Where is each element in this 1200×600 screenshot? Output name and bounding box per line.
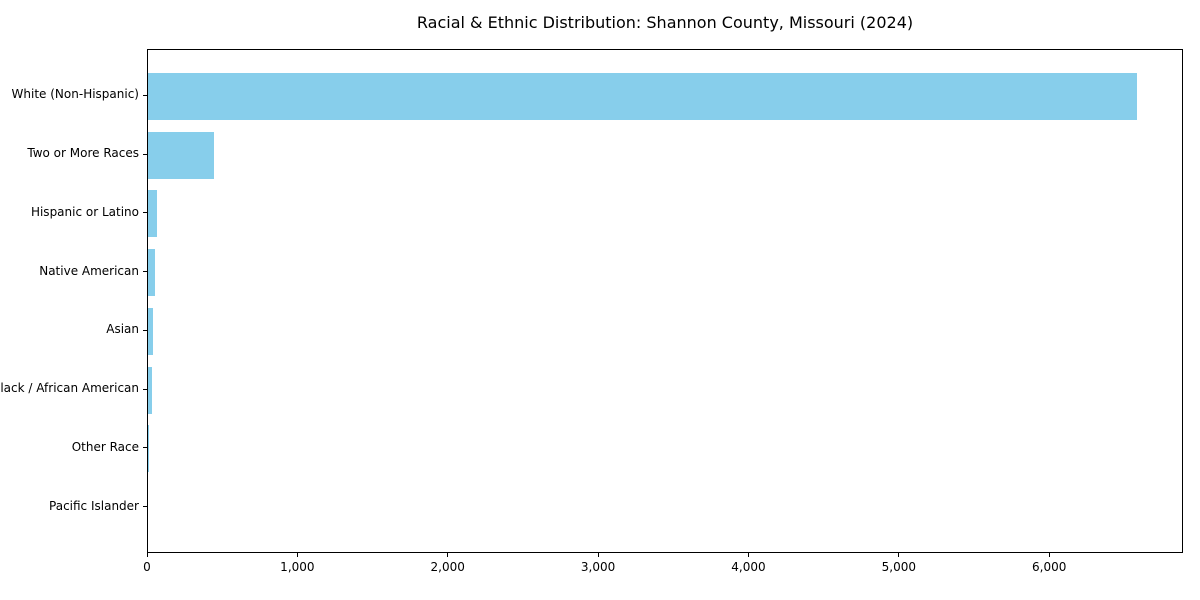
- x-tick-mark: [447, 553, 449, 557]
- x-tick-mark: [747, 553, 749, 557]
- bar-asian: [148, 307, 154, 355]
- x-tick-mark: [1048, 553, 1050, 557]
- y-tick-label: Pacific Islander: [49, 498, 139, 513]
- y-tick-mark: [143, 271, 147, 273]
- x-tick-label: 5,000: [881, 560, 916, 574]
- bar-black-african-american: [148, 366, 152, 414]
- y-tick-label: Native American: [39, 263, 139, 278]
- x-tick-label: 4,000: [731, 560, 766, 574]
- y-tick-label: Other Race: [71, 439, 139, 454]
- bar-hispanic-or-latino: [148, 190, 158, 238]
- y-tick-mark: [143, 329, 147, 331]
- bar-native-american: [148, 249, 156, 297]
- x-tick-label: 2,000: [430, 560, 465, 574]
- y-tick-label: Black / African American: [0, 381, 139, 396]
- x-tick-mark: [597, 553, 599, 557]
- y-tick-label: Two or More Races: [27, 146, 139, 161]
- y-tick-label: Asian: [106, 322, 139, 337]
- x-tick-mark: [296, 553, 298, 557]
- x-tick-label: 6,000: [1031, 560, 1067, 574]
- y-tick-label: Hispanic or Latino: [30, 204, 139, 219]
- bar-white-non-hispanic: [148, 72, 1138, 120]
- bar-two-or-more-races: [148, 131, 215, 179]
- x-tick-mark: [146, 553, 148, 557]
- y-tick-mark: [143, 212, 147, 214]
- y-tick-label: White (Non-Hispanic): [11, 87, 139, 102]
- y-tick-mark: [143, 388, 147, 390]
- plot-area: [147, 49, 1183, 553]
- y-tick-mark: [143, 153, 147, 155]
- bar-other-race: [148, 425, 150, 473]
- x-tick-label: 0: [143, 560, 151, 574]
- x-tick-mark: [898, 553, 900, 557]
- x-tick-label: 1,000: [280, 560, 315, 574]
- y-tick-mark: [143, 447, 147, 449]
- chart-title: Racial & Ethnic Distribution: Shannon Co…: [416, 13, 914, 32]
- x-tick-label: 3,000: [580, 560, 616, 574]
- y-tick-mark: [143, 506, 147, 508]
- y-tick-mark: [143, 94, 147, 96]
